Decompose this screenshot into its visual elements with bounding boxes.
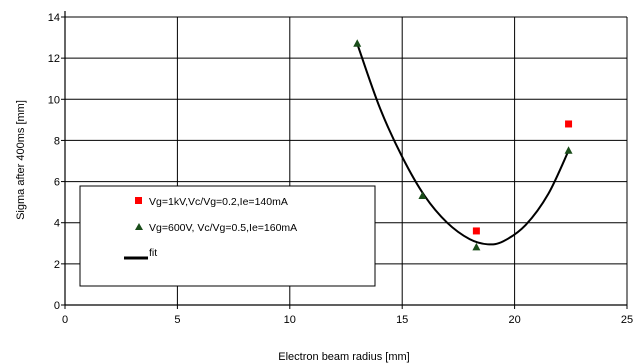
- x-tick-label: 15: [396, 314, 408, 326]
- data-point-square: [565, 120, 573, 128]
- y-tick-label: 14: [48, 12, 60, 24]
- x-tick-label: 0: [62, 314, 68, 326]
- y-tick-label: 6: [54, 177, 60, 189]
- y-tick-label: 12: [48, 53, 60, 65]
- x-axis-label: Electron beam radius [mm]: [278, 351, 409, 363]
- y-tick-label: 8: [54, 135, 60, 147]
- legend-entry-series-2: Vg=600V, Vc/Vg=0.5,Ie=160mA: [149, 222, 297, 234]
- y-tick-label: 10: [48, 94, 60, 106]
- legend: Vg=1kV,Vc/Vg=0.2,Ie=140mA Vg=600V, Vc/Vg…: [79, 185, 376, 287]
- axes: [61, 11, 628, 309]
- legend-entry-series-1: Vg=1kV,Vc/Vg=0.2,Ie=140mA: [149, 196, 288, 208]
- legend-box: [79, 185, 376, 287]
- tick-labels: 0 5 10 15 20 25 0 2 4 6 8 10 12 14: [48, 12, 633, 326]
- x-tick-label: 25: [621, 314, 633, 326]
- data-markers: [353, 39, 573, 251]
- data-point-square: [472, 227, 480, 235]
- x-tick-label: 5: [174, 314, 180, 326]
- data-point-triangle: [564, 146, 573, 154]
- y-axis-label: Sigma after 400ms [mm]: [15, 100, 27, 220]
- fit-curve: [356, 43, 570, 246]
- legend-entry-fit: fit: [149, 247, 157, 259]
- y-tick-label: 2: [54, 259, 60, 271]
- data-point-triangle: [472, 242, 481, 251]
- x-tick-label: 10: [284, 314, 296, 326]
- legend-triangle-marker: [135, 223, 143, 230]
- fit-series: [356, 43, 570, 246]
- x-tick-label: 20: [508, 314, 520, 326]
- y-tick-label: 4: [54, 218, 60, 230]
- legend-square-marker: [135, 197, 142, 204]
- y-tick-label: 0: [54, 300, 60, 312]
- data-point-triangle: [353, 39, 362, 47]
- data-point-triangle: [418, 191, 427, 199]
